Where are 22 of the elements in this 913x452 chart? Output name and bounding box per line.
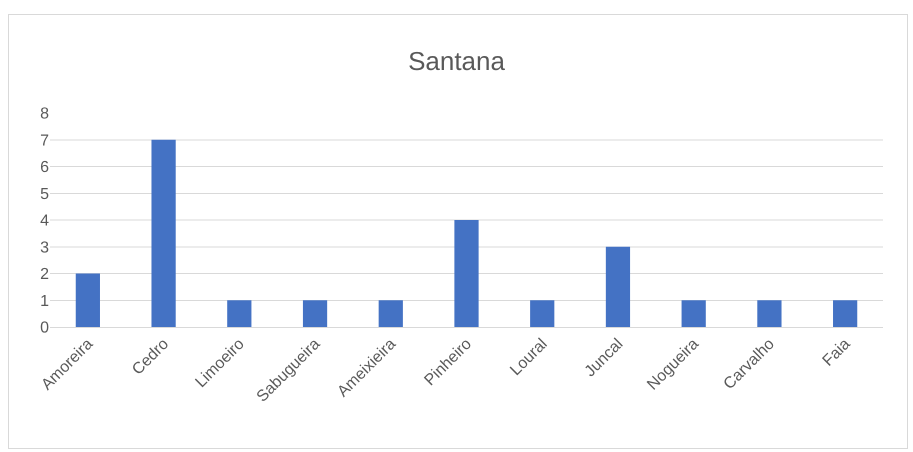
bar xyxy=(682,300,706,327)
x-tick-label: Faia xyxy=(820,336,854,370)
bar xyxy=(606,246,630,327)
y-tick-label: 4 xyxy=(40,212,50,230)
bar xyxy=(757,300,782,327)
chart-title: Santana xyxy=(408,46,506,76)
y-tick-label: 1 xyxy=(40,292,50,310)
bar xyxy=(833,300,858,327)
bar xyxy=(454,220,479,327)
bar xyxy=(76,274,100,327)
y-tick-label: 6 xyxy=(40,159,50,176)
y-tick-label: 8 xyxy=(40,106,50,123)
y-tick-label: 0 xyxy=(40,320,50,337)
bar xyxy=(151,140,176,327)
bar xyxy=(227,300,252,327)
bar xyxy=(302,300,328,327)
bar xyxy=(530,300,554,327)
y-tick-label: 7 xyxy=(40,132,50,150)
bar xyxy=(378,300,403,327)
y-tick-label: 2 xyxy=(40,266,50,284)
y-tick-label: 3 xyxy=(40,239,50,256)
y-tick-label: 5 xyxy=(40,186,50,203)
